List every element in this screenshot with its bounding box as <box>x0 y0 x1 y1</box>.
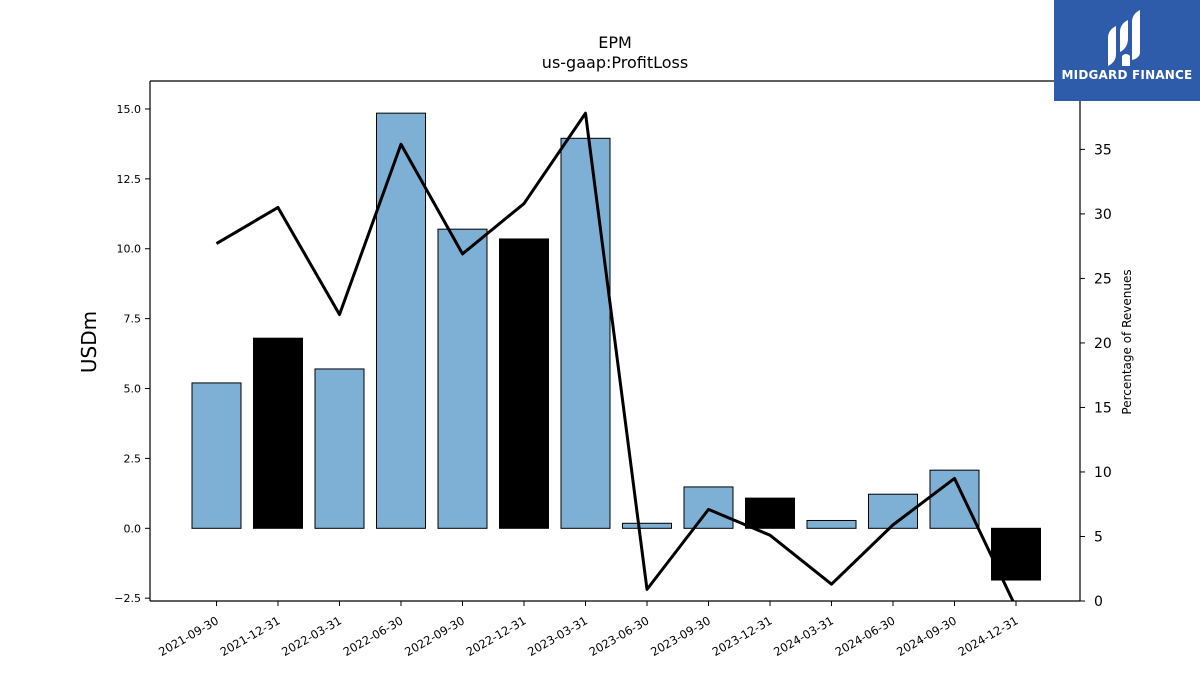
bar-2021-12-31 <box>253 337 303 529</box>
x-tick-label: 2022-12-31 <box>464 613 529 659</box>
y2-axis-label: Percentage of Revenues <box>1120 269 1134 414</box>
y-tick-label: 0.0 <box>124 522 142 535</box>
x-tick-label: 2024-03-31 <box>771 613 836 659</box>
chart-subtitle: us-gaap:ProfitLoss <box>542 53 688 72</box>
y2-tick-label: 30 <box>1094 207 1112 223</box>
y2-tick-label: 5 <box>1094 529 1103 545</box>
x-tick-label: 2023-03-31 <box>525 613 590 659</box>
bar-2022-09-30 <box>437 228 488 529</box>
y2-tick-label: 35 <box>1094 142 1112 158</box>
y-tick-label: 7.5 <box>124 313 142 326</box>
bar-2023-09-30 <box>683 486 734 529</box>
y2-tick-label: 10 <box>1094 465 1112 481</box>
x-tick-label: 2024-12-31 <box>956 613 1021 659</box>
logo-mark-icon <box>1108 10 1140 66</box>
y-tick-label: 5.0 <box>124 383 142 396</box>
y-tick-label: −2.5 <box>114 592 141 605</box>
x-tick-label: 2021-09-30 <box>156 613 221 659</box>
y-axis-label: USDm <box>77 311 101 373</box>
y-tick-label: 2.5 <box>124 452 142 465</box>
pct-revenue-line <box>215 111 1015 601</box>
bar-2024-03-31 <box>806 519 857 529</box>
y2-tick-label: 15 <box>1094 400 1112 416</box>
bar-2022-06-30 <box>376 112 426 529</box>
bar-2023-12-31 <box>745 497 795 529</box>
bar-2022-03-31 <box>314 368 365 529</box>
x-tick-label: 2022-09-30 <box>402 613 467 659</box>
y-tick-label: 15.0 <box>117 103 142 116</box>
bar-2022-12-31 <box>499 238 549 529</box>
x-tick-label: 2024-09-30 <box>894 613 959 659</box>
bar-2021-09-30 <box>191 382 242 529</box>
y2-tick-label: 0 <box>1094 594 1103 610</box>
chart-title: EPM <box>598 33 632 52</box>
y-tick-label: 12.5 <box>117 173 142 186</box>
bar-2023-03-31 <box>560 137 611 529</box>
midgard-finance-logo: MIDGARD FINANCE <box>1054 0 1200 101</box>
x-tick-label: 2022-03-31 <box>279 613 344 659</box>
x-tick-label: 2022-06-30 <box>341 613 406 659</box>
x-tick-label: 2024-06-30 <box>833 613 898 659</box>
x-tick-label: 2023-09-30 <box>648 613 713 659</box>
x-tick-label: 2023-06-30 <box>587 613 652 659</box>
x-tick-label: 2023-12-31 <box>710 613 775 659</box>
y2-tick-label: 20 <box>1094 336 1112 352</box>
y2-tick-label: 25 <box>1094 271 1112 287</box>
x-tick-label: 2021-12-31 <box>218 613 283 659</box>
bar-2023-06-30 <box>622 522 672 529</box>
brand-name: MIDGARD FINANCE <box>1061 68 1193 82</box>
y-tick-label: 10.0 <box>117 243 142 256</box>
